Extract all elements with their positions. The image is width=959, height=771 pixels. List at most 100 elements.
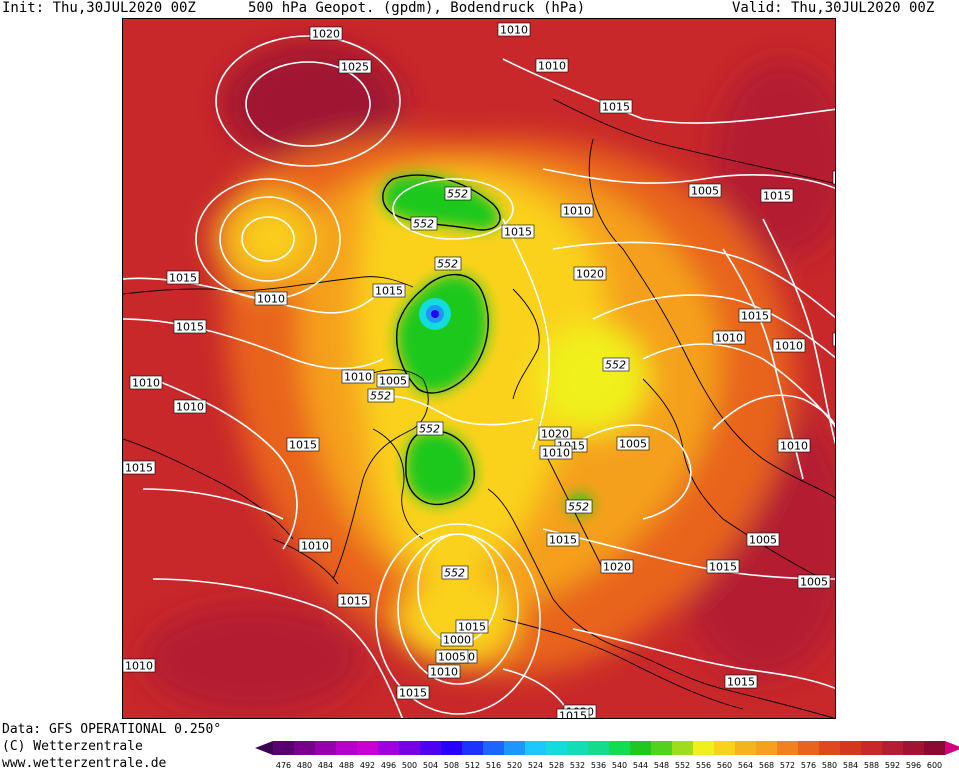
colorbar-tick-label: 524: [528, 761, 543, 770]
colorbar-swatch: [399, 741, 420, 755]
svg-text:1015: 1015: [375, 285, 403, 298]
colorbar-swatch: [315, 741, 336, 755]
website-link[interactable]: www.wetterzentrale.de: [2, 756, 167, 771]
colorbar-tick-label: 584: [843, 761, 858, 770]
height-label-552: 552: [410, 216, 438, 231]
svg-text:1015: 1015: [763, 190, 791, 203]
colorbar-swatch: [672, 741, 693, 755]
isobar-labels: 1020 1025 1010 1015 1005 1010 1015 1010 1015 1020…: [123, 22, 836, 720]
svg-text:1010: 1010: [835, 172, 836, 185]
colorbar-tick-label: 556: [696, 761, 711, 770]
colorbar-swatch: [903, 741, 924, 755]
colorbar-swatch: [882, 741, 903, 755]
isobar-label: 1015: [166, 270, 200, 285]
svg-text:1010: 1010: [563, 205, 591, 218]
svg-text:552: 552: [444, 567, 465, 580]
isobar-label: 1005: [435, 649, 469, 664]
geopotential-field: [123, 19, 835, 718]
svg-text:1020: 1020: [312, 28, 340, 41]
colorbar-swatch: [735, 741, 756, 755]
colorbar-swatch: [693, 741, 714, 755]
isobar-label: 1000: [440, 632, 474, 647]
svg-text:1015: 1015: [176, 321, 204, 334]
svg-text:1010: 1010: [257, 293, 285, 306]
svg-text:1015: 1015: [504, 226, 532, 239]
copyright-label: (C) Wetterzentrale: [2, 739, 143, 754]
colorbar-tick-label: 484: [318, 761, 333, 770]
svg-text:1015: 1015: [125, 462, 153, 475]
height-label-552: 552: [441, 565, 469, 580]
colorbar-tick-label: 588: [864, 761, 879, 770]
colorbar-swatch: [294, 741, 315, 755]
svg-text:1010: 1010: [775, 340, 803, 353]
height-label-552: 552: [434, 256, 462, 271]
colorbar-tick-label: 576: [801, 761, 816, 770]
svg-text:1015: 1015: [559, 710, 587, 720]
height-contours: [382, 174, 501, 506]
isobar-label: 1015: [123, 460, 156, 475]
svg-text:1005: 1005: [800, 576, 828, 589]
svg-text:1010: 1010: [835, 334, 836, 347]
colorbar-tick-label: 516: [486, 761, 501, 770]
svg-text:1010: 1010: [500, 24, 528, 37]
svg-text:1015: 1015: [169, 272, 197, 285]
colorbar-over-arrow: [945, 741, 959, 755]
isobar-label: 1010: [832, 170, 836, 185]
isobar-label: 1010: [535, 58, 569, 73]
svg-text:1015: 1015: [741, 310, 769, 323]
isobar-label: 1015: [372, 283, 406, 298]
svg-text:552: 552: [605, 359, 626, 372]
isobar-label: 1015: [706, 559, 740, 574]
colorbar-tick-label: 596: [906, 761, 921, 770]
colorbar-tick-label: 512: [465, 761, 480, 770]
isobar-label: 1015: [599, 99, 633, 114]
isobar-label: 1015: [501, 224, 535, 239]
colorbar-swatch: [420, 741, 441, 755]
isobar-label: 1020: [600, 559, 634, 574]
isobar-label: 1010: [712, 330, 746, 345]
svg-text:1015: 1015: [340, 595, 368, 608]
colorbar-swatch: [861, 741, 882, 755]
colorbar-swatch: [504, 741, 525, 755]
colorbar-tick-label: 500: [402, 761, 417, 770]
svg-text:1010: 1010: [132, 377, 160, 390]
isobar-label: 1010: [497, 22, 531, 37]
svg-text:1010: 1010: [301, 540, 329, 553]
isobar-label: 1005: [746, 532, 780, 547]
height-label-552: 552: [367, 388, 395, 403]
svg-text:552: 552: [568, 501, 589, 514]
height-label-552: 552: [565, 499, 593, 514]
colorbar-swatch: [336, 741, 357, 755]
colorbar-tick-label: 548: [654, 761, 669, 770]
svg-text:1010: 1010: [780, 440, 808, 453]
isobar-label: 1015: [396, 685, 430, 700]
colorbar-tick-label: 508: [444, 761, 459, 770]
isobar-label: 1010: [173, 399, 207, 414]
svg-text:552: 552: [413, 218, 434, 231]
colorbar-tick-label: 580: [822, 761, 837, 770]
colorbar-swatch: [819, 741, 840, 755]
isobar-label: 1010: [832, 332, 836, 347]
colorbar-tick-label: 552: [675, 761, 690, 770]
weather-map[interactable]: 1020 1025 1010 1015 1005 1010 1015 1010 1015 1020…: [122, 18, 836, 719]
colorbar-swatch: [651, 741, 672, 755]
isobar-label: 1005: [688, 183, 722, 198]
isobar-label: 1025: [338, 59, 372, 74]
colorbar-tick-label: 528: [549, 761, 564, 770]
isobar-label: 1015: [556, 708, 590, 720]
svg-text:1010: 1010: [125, 660, 153, 673]
svg-text:1015: 1015: [602, 101, 630, 114]
colorbar-swatch: [777, 741, 798, 755]
colorbar-swatch: [630, 741, 651, 755]
colorbar-tick-label: 564: [738, 761, 753, 770]
svg-text:1020: 1020: [541, 428, 569, 441]
colorbar-swatch: [798, 741, 819, 755]
svg-text:1015: 1015: [709, 561, 737, 574]
isobar-label: 1005: [797, 574, 831, 589]
svg-text:1010: 1010: [538, 60, 566, 73]
svg-text:1005: 1005: [691, 185, 719, 198]
height-label-552: 552: [444, 186, 472, 201]
isobar-label: 1015: [337, 593, 371, 608]
isobar-label: 1015: [546, 532, 580, 547]
coastlines: [123, 98, 835, 718]
